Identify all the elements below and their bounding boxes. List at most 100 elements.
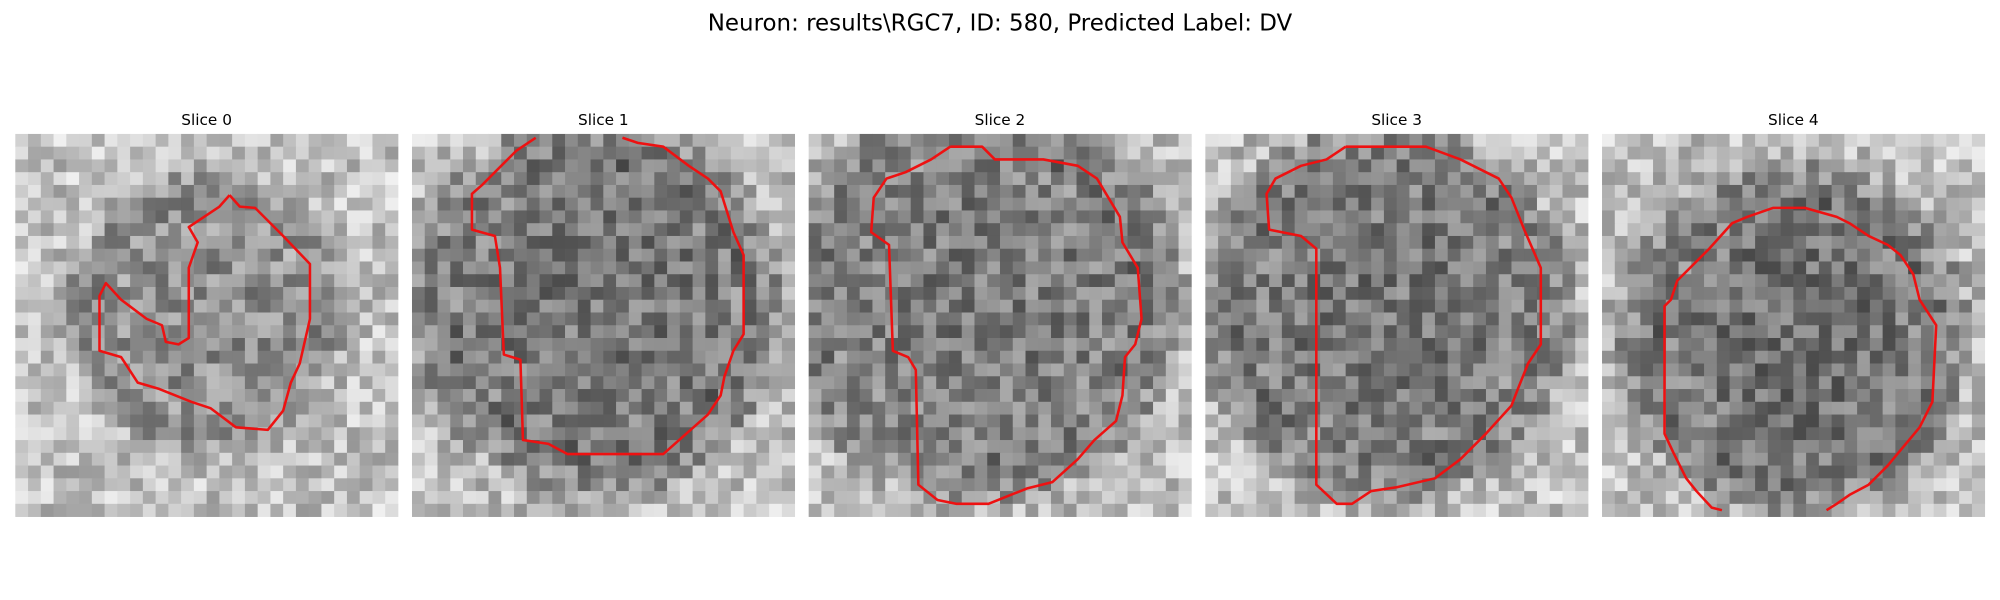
pixel <box>603 312 617 326</box>
pixel <box>1358 312 1372 326</box>
pixel <box>987 159 1001 173</box>
pixel <box>1780 363 1794 377</box>
pixel <box>168 261 182 275</box>
pixel <box>15 363 29 377</box>
pixel <box>641 465 655 479</box>
pixel <box>321 440 335 454</box>
pixel <box>1243 146 1257 160</box>
pixel <box>1959 210 1973 224</box>
pixel <box>679 312 693 326</box>
pixel <box>1460 312 1474 326</box>
pixel <box>1218 223 1232 237</box>
pixel <box>437 363 451 377</box>
pixel <box>1908 338 1922 352</box>
pixel <box>692 133 706 148</box>
pixel <box>1332 491 1347 505</box>
pixel <box>1895 389 1909 403</box>
pixel <box>1755 452 1769 466</box>
pixel <box>885 159 899 173</box>
pixel <box>1307 223 1321 237</box>
pixel <box>781 184 796 199</box>
pixel <box>53 465 67 479</box>
pixel <box>1102 427 1116 441</box>
pixel <box>705 465 719 479</box>
pixel <box>104 184 118 199</box>
pixel <box>1755 376 1769 390</box>
pixel <box>1307 389 1321 403</box>
pixel <box>450 478 464 492</box>
pixel <box>1780 210 1794 224</box>
pixel <box>769 325 783 339</box>
pixel <box>130 401 144 415</box>
pixel <box>28 478 42 492</box>
pixel <box>1307 210 1321 224</box>
pixel <box>1640 172 1654 186</box>
pixel <box>15 172 29 186</box>
pixel <box>1844 465 1858 479</box>
pixel <box>1434 274 1449 288</box>
pixel <box>28 503 42 517</box>
pixel <box>488 376 502 390</box>
pixel <box>1012 440 1026 454</box>
pixel <box>603 261 617 275</box>
pixel <box>1524 197 1538 211</box>
pixel <box>1422 197 1436 211</box>
pixel <box>1793 159 1807 173</box>
pixel <box>1920 350 1935 364</box>
pixel <box>769 210 783 224</box>
pixel <box>974 133 988 148</box>
pixel <box>346 312 361 326</box>
pixel <box>1831 503 1845 517</box>
pixel <box>948 389 963 403</box>
pixel <box>1205 286 1219 301</box>
pixel <box>1920 491 1935 505</box>
pixel <box>117 133 131 148</box>
pixel <box>1793 172 1807 186</box>
pixel <box>692 299 706 313</box>
pixel <box>769 197 783 211</box>
pixel <box>539 261 553 275</box>
pixel <box>1102 376 1116 390</box>
pixel <box>1320 133 1334 148</box>
pixel <box>283 325 297 339</box>
pixel <box>1806 235 1820 250</box>
pixel <box>1959 427 1973 441</box>
pixel <box>1114 452 1128 466</box>
pixel <box>1025 389 1039 403</box>
pixel <box>859 350 873 364</box>
pixel <box>961 478 975 492</box>
pixel <box>1063 440 1077 454</box>
pixel <box>872 223 886 237</box>
pixel <box>1691 465 1705 479</box>
pixel <box>999 338 1014 352</box>
pixel <box>244 235 259 250</box>
pixel <box>1294 248 1308 262</box>
pixel <box>692 503 706 517</box>
pixel <box>565 401 579 415</box>
pixel <box>1127 478 1141 492</box>
pixel <box>334 503 348 517</box>
pixel <box>821 146 835 160</box>
pixel <box>232 325 246 339</box>
pixel <box>590 363 604 377</box>
pixel <box>1857 452 1871 466</box>
pixel <box>385 401 399 415</box>
pixel <box>1806 427 1820 441</box>
pixel <box>1691 248 1705 262</box>
pixel <box>501 389 515 403</box>
pixel <box>1230 261 1244 275</box>
pixel <box>705 223 719 237</box>
pixel <box>91 159 105 173</box>
pixel <box>987 452 1001 466</box>
pixel <box>1767 363 1781 377</box>
pixel <box>117 146 131 160</box>
pixel <box>359 452 373 466</box>
pixel <box>385 312 399 326</box>
pixel <box>193 376 208 390</box>
pixel <box>999 414 1014 428</box>
pixel <box>501 452 515 466</box>
pixel <box>1767 235 1781 250</box>
pixel <box>1933 184 1947 199</box>
pixel <box>1434 223 1449 237</box>
pixel <box>1012 159 1026 173</box>
